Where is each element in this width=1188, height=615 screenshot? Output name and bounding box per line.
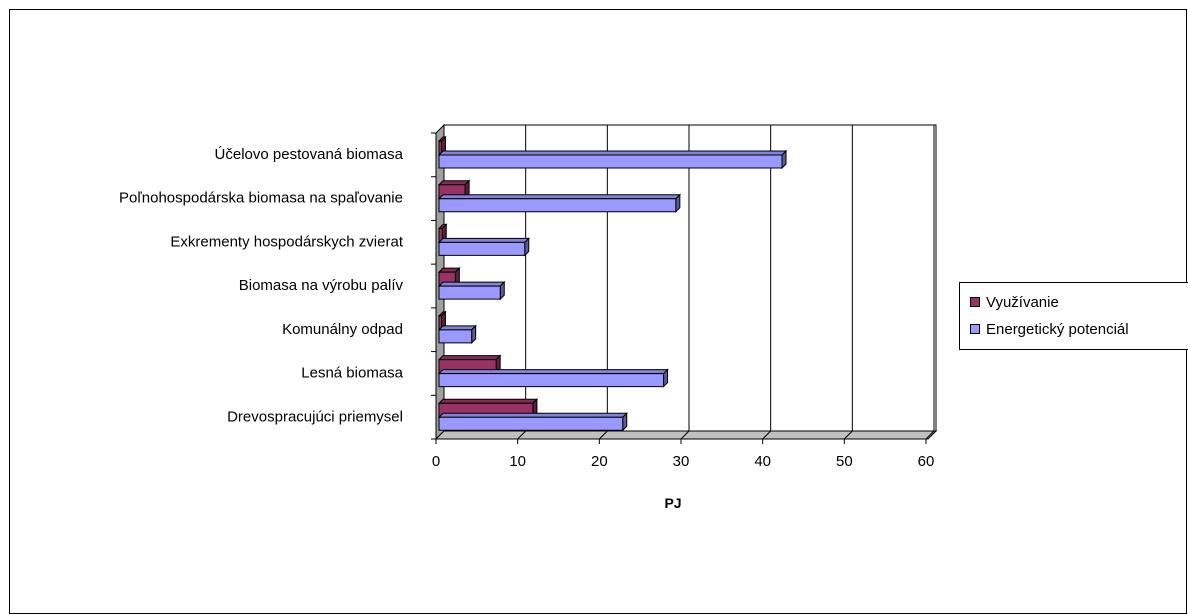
x-axis-title: PJ bbox=[664, 495, 681, 511]
category-label: Účelovo pestovaná biomasa bbox=[215, 146, 404, 163]
legend-item: Využívanie bbox=[970, 292, 1059, 312]
x-tick-label: 60 bbox=[918, 453, 935, 470]
gridline-floor bbox=[598, 430, 608, 440]
bar-energeticky-potencial bbox=[437, 237, 530, 257]
bar-vyuzivanie bbox=[437, 135, 447, 156]
gridline-floor bbox=[925, 430, 935, 440]
bar-energeticky-potencial bbox=[437, 149, 788, 170]
bar-energeticky-potencial bbox=[437, 324, 477, 345]
legend-label: Využívanie bbox=[986, 293, 1059, 311]
chart-canvas: 0 10 20 30 40 50 60 PJ Účelovo pestovaná biomasa… bbox=[119, 123, 938, 511]
category-label: Biomasa na výrobu palív bbox=[239, 277, 404, 294]
chart-legend: Využívanie Energetický potenciál bbox=[959, 282, 1188, 350]
category-label: Lesná biomasa bbox=[301, 365, 403, 382]
category-label: Poľnohospodárska biomasa na spaľovanie bbox=[119, 190, 403, 207]
legend-label: Energetický potenciál bbox=[986, 320, 1129, 338]
legend-item: Energetický potenciál bbox=[970, 319, 1129, 339]
bar-vyuzivanie bbox=[437, 310, 447, 331]
x-tick-label: 10 bbox=[509, 453, 526, 470]
gridline-floor bbox=[762, 430, 772, 440]
x-tick-label: 40 bbox=[754, 453, 771, 470]
chart-frame: 0 10 20 30 40 50 60 PJ Účelovo pestovaná biomasa… bbox=[9, 9, 1188, 614]
x-tick-label: 20 bbox=[591, 453, 608, 470]
gridline-floor bbox=[517, 430, 527, 440]
plot-floor bbox=[434, 430, 938, 440]
gridline-floor bbox=[843, 430, 853, 440]
gridline-floor bbox=[680, 430, 690, 440]
legend-swatch bbox=[970, 324, 980, 334]
x-tick-label: 50 bbox=[836, 453, 853, 470]
x-tick-label: 30 bbox=[673, 453, 690, 470]
x-tick-label: 0 bbox=[432, 453, 440, 470]
bar-energeticky-potencial bbox=[437, 280, 506, 301]
bar-energeticky-potencial bbox=[437, 193, 682, 213]
legend-swatch bbox=[970, 297, 980, 307]
category-label: Komunálny odpad bbox=[282, 321, 403, 338]
bar-energeticky-potencial bbox=[437, 412, 628, 432]
bar-energeticky-potencial bbox=[437, 368, 669, 388]
category-label: Drevospracujúci priemysel bbox=[227, 408, 403, 425]
category-label: Exkrementy hospodárskych zvierat bbox=[170, 233, 403, 250]
